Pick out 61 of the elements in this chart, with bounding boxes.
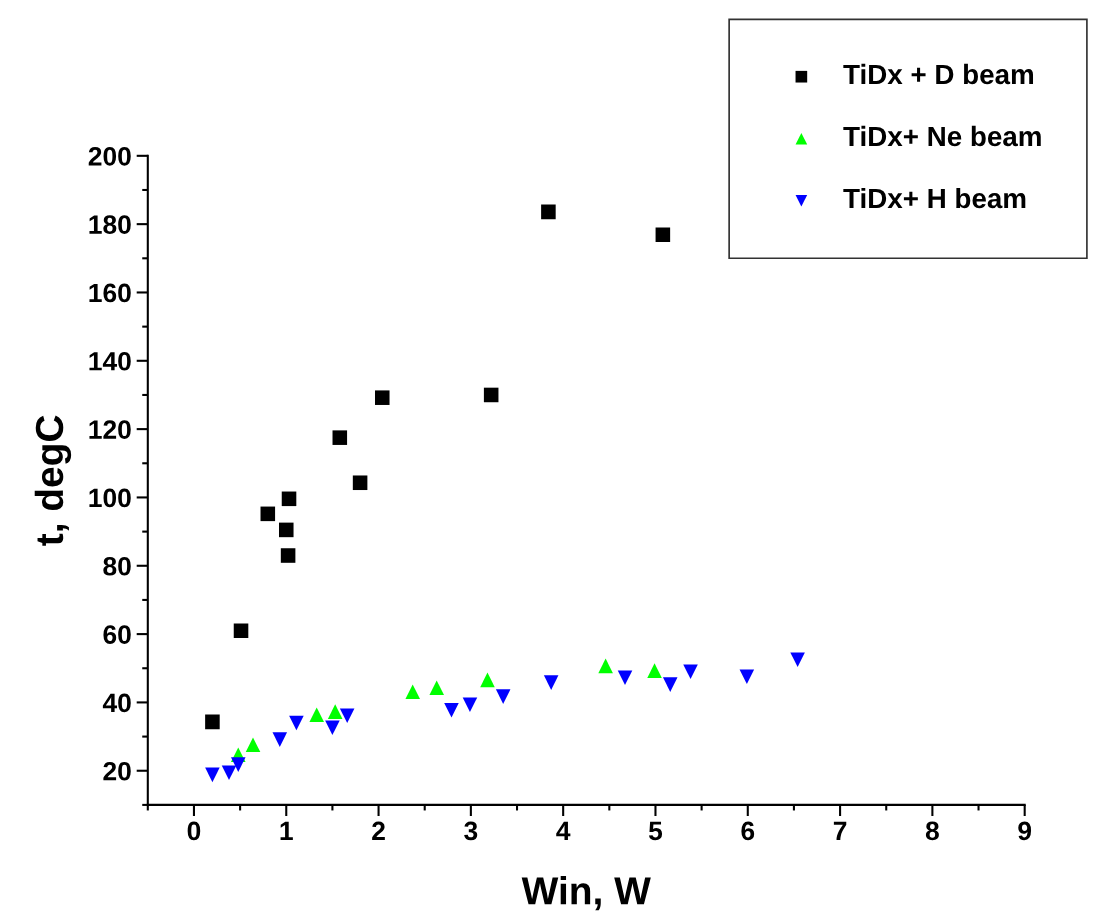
point — [352, 475, 368, 491]
y-tick-label: 60 — [103, 625, 131, 644]
x-tick-label: 3 — [464, 821, 478, 841]
point — [281, 491, 297, 507]
point — [309, 707, 324, 722]
point — [617, 670, 633, 686]
x-tick-label: 7 — [833, 821, 847, 840]
point — [683, 664, 698, 679]
point — [374, 390, 390, 405]
y-tick-label: 160 — [89, 283, 131, 303]
point — [339, 708, 355, 724]
point — [462, 697, 478, 713]
x-tick-label: 2 — [372, 821, 385, 840]
y-tick-label: 180 — [89, 215, 131, 234]
point — [739, 669, 755, 685]
point — [495, 689, 511, 704]
y-tick-label: 100 — [89, 488, 131, 508]
x-tick-label: 9 — [1018, 821, 1032, 841]
point — [480, 672, 495, 688]
point — [245, 737, 261, 753]
point — [662, 677, 678, 692]
y-tick-label: 120 — [89, 420, 131, 439]
point — [289, 715, 304, 731]
x-tick-label: 6 — [741, 821, 755, 841]
point — [332, 430, 348, 445]
point — [221, 765, 237, 781]
legend-label: TiDx+ Ne beam — [843, 125, 1041, 147]
point — [790, 652, 805, 667]
point — [327, 704, 343, 719]
x-tick-label: 5 — [648, 821, 663, 841]
legend-label: TiDx + D beam — [843, 63, 1034, 85]
point — [260, 506, 276, 522]
y-tick-label: 20 — [103, 761, 131, 781]
x-tick-label: 1 — [280, 821, 293, 840]
point — [230, 757, 246, 772]
point — [280, 548, 296, 563]
x-tick-label: 4 — [556, 821, 571, 840]
point — [444, 702, 459, 718]
point — [541, 204, 556, 220]
point — [205, 767, 220, 783]
legend-label: TiDx+ H beam — [843, 187, 1026, 209]
point — [655, 227, 671, 243]
point — [429, 680, 444, 696]
y-tick-label: 80 — [103, 556, 131, 576]
point — [272, 732, 288, 747]
x-tick-label: 8 — [925, 821, 939, 841]
y-tick-label: 200 — [88, 146, 131, 166]
point — [205, 714, 220, 730]
point — [483, 387, 499, 403]
point — [233, 623, 249, 638]
point — [278, 522, 294, 538]
x-tick-label: 0 — [187, 821, 201, 841]
point — [598, 658, 613, 674]
y-tick-label: 40 — [102, 693, 131, 713]
point — [647, 663, 662, 678]
x-axis-title: Win, W — [521, 876, 651, 911]
y-tick-label: 140 — [89, 351, 131, 371]
point — [543, 675, 559, 690]
point — [325, 720, 340, 735]
y-axis-title: t, degC — [34, 415, 72, 546]
point — [405, 684, 420, 700]
